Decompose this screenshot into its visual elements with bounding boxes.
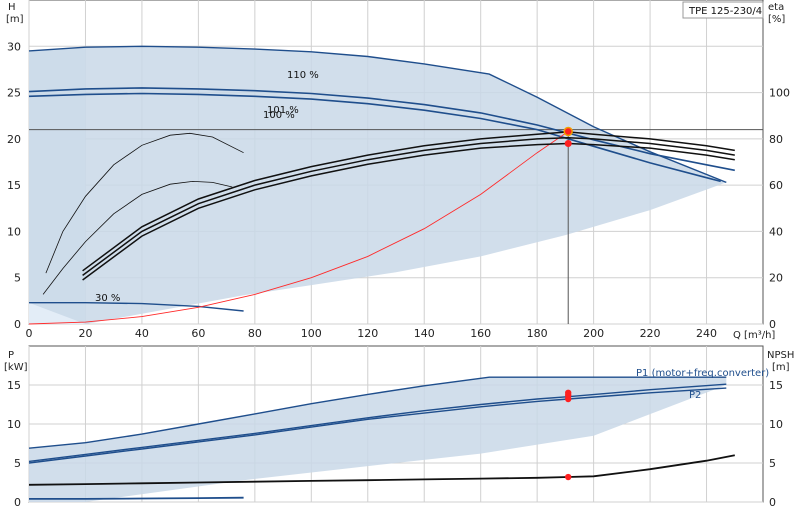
- x-tick-label: 60: [191, 327, 205, 340]
- model-title: TPE 125-230/4: [688, 6, 762, 17]
- y2-tick-label: 80: [769, 133, 783, 146]
- duty-point-npsh: [565, 473, 572, 481]
- x-tick-label: 100: [301, 327, 322, 340]
- y2-tick-label: 10: [769, 418, 783, 431]
- p1-label: P1 (motor+freq.converter): [636, 368, 769, 379]
- y2-tick-label: 5: [769, 457, 776, 470]
- head-axis-unit: [m]: [6, 14, 24, 25]
- p2-label: P2: [689, 390, 701, 401]
- model-title-box: TPE 125-230/4: [682, 1, 764, 19]
- y-tick-label: 5: [14, 272, 21, 285]
- head-curve: [28, 92, 721, 183]
- x-tick-label: 140: [414, 327, 435, 340]
- partial-efficiency-curve: [45, 132, 244, 274]
- x-tick-label: 180: [527, 327, 548, 340]
- y2-tick-label: 100: [769, 87, 790, 100]
- y2-tick-label: 40: [769, 225, 783, 238]
- duty-point-power: [565, 389, 572, 396]
- y-tick-label: 15: [7, 179, 21, 192]
- y-tick-label: 10: [7, 418, 21, 431]
- x-tick-label: 200: [583, 327, 604, 340]
- x-tick-label: 160: [470, 327, 491, 340]
- y-tick-label: 20: [7, 133, 21, 146]
- head-axis-label: H: [8, 2, 16, 13]
- eta-axis-unit: [%]: [768, 14, 785, 25]
- curve-label: 101 %: [267, 105, 299, 116]
- axis-titles: H [m] eta [%] Q [m³/h] P [kW] NPSH [m]: [4, 2, 794, 373]
- y2-tick-label: 20: [769, 272, 783, 285]
- y-tick-label: 0: [14, 496, 21, 509]
- head-curve: [29, 302, 244, 312]
- y-tick-label: 5: [14, 457, 21, 470]
- x-tick-label: 80: [248, 327, 262, 340]
- x-tick-label: 120: [357, 327, 378, 340]
- system-curve: [28, 131, 569, 325]
- efficiency-curve: [82, 136, 735, 277]
- power-curve: [28, 376, 727, 449]
- x-tick-label: 240: [696, 327, 717, 340]
- efficiency-curve: [82, 131, 735, 272]
- head-efficiency-panel: 0 20 40 60 80 100 120 140 160 180 200 220 2400510152…: [7, 0, 790, 340]
- efficiency-curve: [82, 142, 735, 281]
- y2-tick-label: 15: [769, 379, 783, 392]
- head-curve: [28, 45, 727, 184]
- y-tick-label: 25: [7, 87, 21, 100]
- head-curve: [28, 87, 735, 172]
- x-tick-label: 40: [135, 327, 149, 340]
- eta-axis-label: eta: [768, 2, 784, 13]
- power-curve: [29, 496, 244, 500]
- curve-label: 110 %: [287, 70, 319, 81]
- curve-label: 30 %: [95, 293, 120, 304]
- x-tick-label: 0: [26, 327, 33, 340]
- y-tick-label: 15: [7, 379, 21, 392]
- curve-label: 100 %: [263, 110, 295, 121]
- npsh-axis-label: NPSH: [767, 350, 794, 361]
- operating-area: [29, 46, 727, 325]
- npsh-curve: [28, 454, 735, 486]
- power-axis-label: P: [8, 350, 14, 361]
- duty-point-head: [563, 126, 573, 137]
- y2-tick-label: 60: [769, 179, 783, 192]
- npsh-axis-unit: [m]: [772, 362, 790, 373]
- duty-point-efficiency: [564, 139, 572, 147]
- x-tick-label: 220: [640, 327, 661, 340]
- x-tick-label: 20: [78, 327, 92, 340]
- partial-efficiency-curve: [42, 180, 233, 295]
- flow-axis-label: Q [m³/h]: [733, 330, 775, 341]
- y-tick-label: 10: [7, 225, 21, 238]
- y-tick-label: 30: [7, 40, 21, 53]
- power-operating-area: [29, 377, 727, 502]
- y2-tick-label: 0: [769, 318, 776, 331]
- power-axis-unit: [kW]: [4, 362, 28, 373]
- y2-tick-label: 0: [769, 496, 776, 509]
- y-tick-label: 0: [14, 318, 21, 331]
